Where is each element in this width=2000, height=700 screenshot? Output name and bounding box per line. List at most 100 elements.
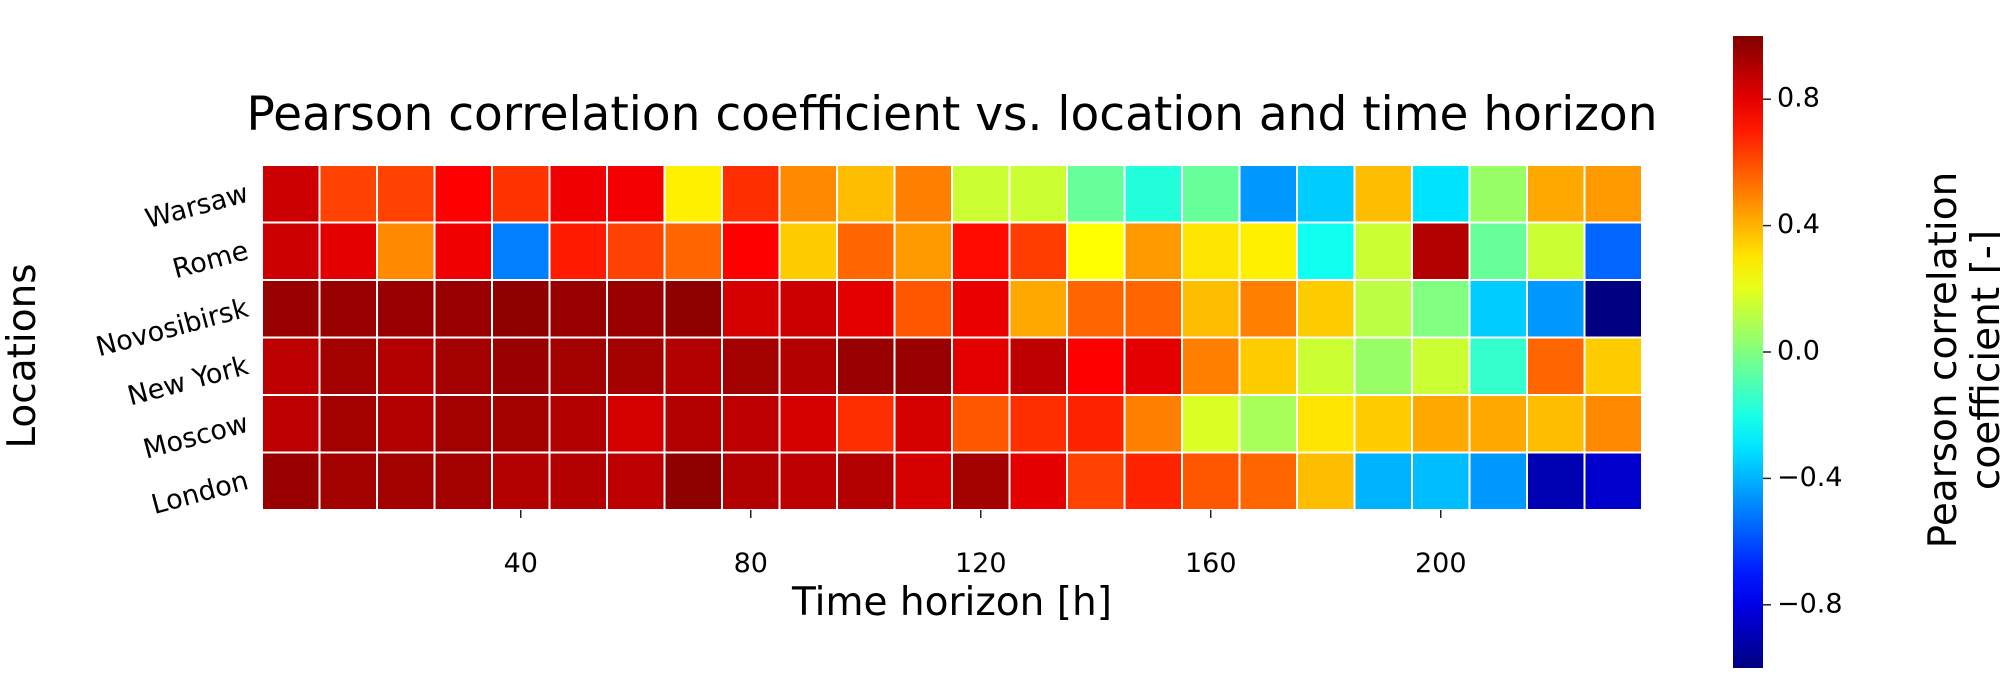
heatmap-cell [433, 394, 493, 454]
chart-title: Pearson correlation coefficient vs. loca… [247, 87, 1658, 142]
heatmap-cell [548, 451, 608, 511]
heatmap-cells [261, 164, 1643, 511]
heatmap-cell [1008, 336, 1068, 396]
heatmap-cell [721, 336, 781, 396]
heatmap-cell [836, 394, 896, 454]
heatmap-cell [606, 451, 666, 511]
heatmap-cell [606, 221, 666, 281]
colorbar-tick-label: 0.4 [1777, 209, 1820, 240]
y-tick-label: Moscow [140, 408, 252, 466]
heatmap-cell [778, 221, 838, 281]
heatmap-cell [1526, 394, 1586, 454]
heatmap-cell [491, 221, 551, 281]
heatmap-cell [1526, 336, 1586, 396]
heatmap-cell [491, 279, 551, 339]
heatmap-cell [433, 221, 493, 281]
heatmap-cell [1468, 221, 1528, 281]
heatmap-cell [1526, 451, 1586, 511]
heatmap-cell [1296, 451, 1356, 511]
heatmap-cell [663, 221, 723, 281]
heatmap-cell [778, 394, 838, 454]
heatmap-cell [606, 279, 666, 339]
colorbar [1733, 36, 1763, 668]
heatmap-cell [1296, 336, 1356, 396]
heatmap-cell [893, 394, 953, 454]
heatmap-cell [1238, 221, 1298, 281]
heatmap-cell [1583, 451, 1643, 511]
heatmap-cell [548, 279, 608, 339]
heatmap-cell [778, 336, 838, 396]
x-tick-label: 80 [734, 548, 768, 579]
heatmap-cell [893, 279, 953, 339]
heatmap-cell [1353, 221, 1413, 281]
heatmap-cell [433, 279, 493, 339]
heatmap-cell [606, 164, 666, 224]
heatmap-cell [778, 164, 838, 224]
heatmap-cell [836, 221, 896, 281]
heatmap-cell [1468, 164, 1528, 224]
x-tick-label: 120 [955, 548, 1007, 579]
heatmap-cell [1353, 451, 1413, 511]
heatmap-cell [1181, 164, 1241, 224]
heatmap-cell [1583, 394, 1643, 454]
heatmap-cell [1526, 164, 1586, 224]
heatmap-cell [261, 221, 321, 281]
x-tick-label: 200 [1415, 548, 1467, 579]
colorbar-tick-label: 0.8 [1777, 83, 1820, 114]
heatmap-cell [778, 451, 838, 511]
heatmap-cell [1296, 279, 1356, 339]
heatmap-cell [721, 394, 781, 454]
heatmap-cell [1008, 279, 1068, 339]
x-axis-label: Time horizon [h] [791, 580, 1112, 625]
heatmap-cell [663, 336, 723, 396]
heatmap-cell [1353, 279, 1413, 339]
heatmap-cell [1181, 394, 1241, 454]
heatmap-cell [261, 336, 321, 396]
heatmap-cell [548, 394, 608, 454]
heatmap-cell [1353, 336, 1413, 396]
heatmap-cell [836, 336, 896, 396]
heatmap-cell [893, 164, 953, 224]
heatmap-cell [721, 451, 781, 511]
heatmap-cell [1526, 279, 1586, 339]
heatmap-cell [1123, 451, 1183, 511]
y-axis-label: Locations [0, 263, 45, 448]
heatmap-cell [893, 221, 953, 281]
heatmap-cell [721, 164, 781, 224]
heatmap-cell [1238, 279, 1298, 339]
heatmap-cell [491, 394, 551, 454]
heatmap-cell [1296, 221, 1356, 281]
heatmap-cell [606, 336, 666, 396]
heatmap-cell [1238, 394, 1298, 454]
heatmap-cell [548, 221, 608, 281]
heatmap-cell [1008, 451, 1068, 511]
heatmap-cell [433, 164, 493, 224]
heatmap-cell [1468, 451, 1528, 511]
heatmap-cell [1583, 336, 1643, 396]
heatmap-cell [1411, 394, 1471, 454]
heatmap-cell [1411, 164, 1471, 224]
heatmap-cell [1066, 451, 1126, 511]
heatmap-cell [1468, 279, 1528, 339]
heatmap-cell [1238, 451, 1298, 511]
colorbar-ticks: 0.8 0.4 0.0 −0.4 −0.8 [1763, 83, 1843, 619]
heatmap-cell [1181, 451, 1241, 511]
x-tick-label: 40 [504, 548, 538, 579]
heatmap-cell [548, 164, 608, 224]
y-tick-label: London [148, 465, 252, 521]
heatmap-cell [1468, 336, 1528, 396]
y-tick-label: New York [124, 350, 252, 412]
heatmap-cell [836, 164, 896, 224]
heatmap-cell [1066, 221, 1126, 281]
heatmap-cell [663, 451, 723, 511]
heatmap-cell [261, 451, 321, 511]
heatmap-cell [1583, 279, 1643, 339]
heatmap-cell [1123, 336, 1183, 396]
heatmap-cell [1066, 164, 1126, 224]
colorbar-tick-label: −0.4 [1777, 462, 1843, 493]
heatmap-cell [318, 164, 378, 224]
heatmap-cell [376, 221, 436, 281]
heatmap-cell [261, 164, 321, 224]
heatmap-cell [951, 451, 1011, 511]
